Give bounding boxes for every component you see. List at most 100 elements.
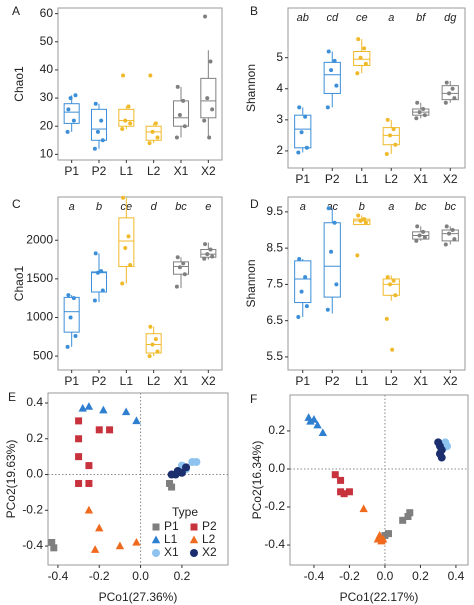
point <box>99 269 104 274</box>
y-tick-label: 500 <box>33 348 53 362</box>
x-tick-label: -0.4 <box>304 569 325 583</box>
point <box>50 544 58 552</box>
point <box>452 96 457 101</box>
point <box>75 435 83 443</box>
point <box>450 228 455 233</box>
x-tick-label: 0.2 <box>412 569 429 583</box>
point <box>106 426 114 434</box>
x-tick-label: -0.2 <box>89 569 110 583</box>
x-tick-label: P1 <box>64 374 79 388</box>
panel-label: F <box>250 392 257 406</box>
y-tick-label: 10 <box>40 147 54 161</box>
plot-border <box>287 196 466 371</box>
significance-letter: dg <box>444 12 457 24</box>
point <box>75 417 83 425</box>
point <box>73 93 78 98</box>
legend-label: X2 <box>202 545 217 559</box>
significance-letter: bc <box>175 201 187 213</box>
point <box>332 220 337 225</box>
y-tick-label: 8.5 <box>266 240 283 254</box>
point <box>309 415 319 423</box>
point <box>299 130 304 135</box>
point <box>115 541 125 550</box>
significance-letter: a <box>69 201 75 213</box>
point <box>406 509 414 517</box>
point <box>202 118 207 123</box>
point <box>174 284 179 289</box>
y-tick-label: 60 <box>40 6 54 20</box>
point <box>95 523 104 532</box>
x-tick-label: L2 <box>385 172 399 186</box>
point <box>363 220 368 225</box>
point <box>444 80 449 85</box>
y-axis-label: Chao1 <box>12 266 26 302</box>
y-tick-label: 6.5 <box>266 313 283 327</box>
point <box>182 272 187 277</box>
panel-label: E <box>8 390 16 404</box>
point <box>359 504 368 513</box>
point <box>345 488 353 496</box>
plot-border <box>57 196 223 371</box>
y-tick-label: 0.0 <box>26 467 43 481</box>
x-tick-label: X2 <box>201 374 216 388</box>
box <box>441 229 459 242</box>
point <box>153 337 158 342</box>
point <box>388 133 393 138</box>
legend-marker <box>189 535 199 544</box>
point <box>378 534 388 543</box>
point <box>168 483 176 491</box>
point <box>181 98 186 103</box>
y-tick-label: -0.2 <box>22 502 43 516</box>
point <box>65 344 70 349</box>
point <box>68 315 73 320</box>
point <box>437 453 446 462</box>
point <box>90 545 100 553</box>
y-tick-label: 50 <box>40 34 54 48</box>
point <box>422 113 427 118</box>
point <box>99 405 108 414</box>
x-tick-label: P1 <box>295 374 310 388</box>
point <box>175 84 180 89</box>
x-tick-label: L2 <box>147 164 161 178</box>
point <box>84 505 94 514</box>
point <box>182 124 187 129</box>
point <box>75 453 83 461</box>
point <box>355 253 360 258</box>
y-tick-label: 30 <box>40 90 54 104</box>
legend-label: P2 <box>202 519 217 533</box>
point <box>126 234 131 239</box>
y-tick-label: 0.4 <box>26 395 43 409</box>
point <box>181 261 186 266</box>
point <box>174 135 179 140</box>
point <box>120 281 125 286</box>
panel-label: D <box>250 197 259 211</box>
point <box>385 117 390 122</box>
point <box>422 235 427 240</box>
legend-marker <box>190 549 198 557</box>
box <box>90 271 108 293</box>
point <box>182 463 191 472</box>
x-tick-label: X1 <box>413 172 428 186</box>
point <box>329 68 334 73</box>
point <box>150 342 155 347</box>
y-tick-label: -0.4 <box>22 538 43 552</box>
x-tick-label: P1 <box>295 172 310 186</box>
y-tick-label: 0.2 <box>26 431 43 445</box>
x-tick-label: X2 <box>443 374 458 388</box>
point <box>92 298 97 303</box>
point <box>132 537 141 546</box>
significance-letter: a <box>388 201 394 213</box>
point <box>208 59 213 64</box>
point <box>355 71 360 76</box>
point <box>210 107 215 112</box>
y-tick-label: 1500 <box>26 271 53 285</box>
point <box>417 110 422 115</box>
point <box>205 96 210 101</box>
plot-border <box>287 7 466 169</box>
y-tick-label: 0.0 <box>268 461 285 475</box>
point <box>362 217 367 222</box>
x-tick-label: X2 <box>443 172 458 186</box>
point <box>99 118 104 123</box>
point <box>358 55 363 60</box>
panel-label: A <box>12 4 20 18</box>
